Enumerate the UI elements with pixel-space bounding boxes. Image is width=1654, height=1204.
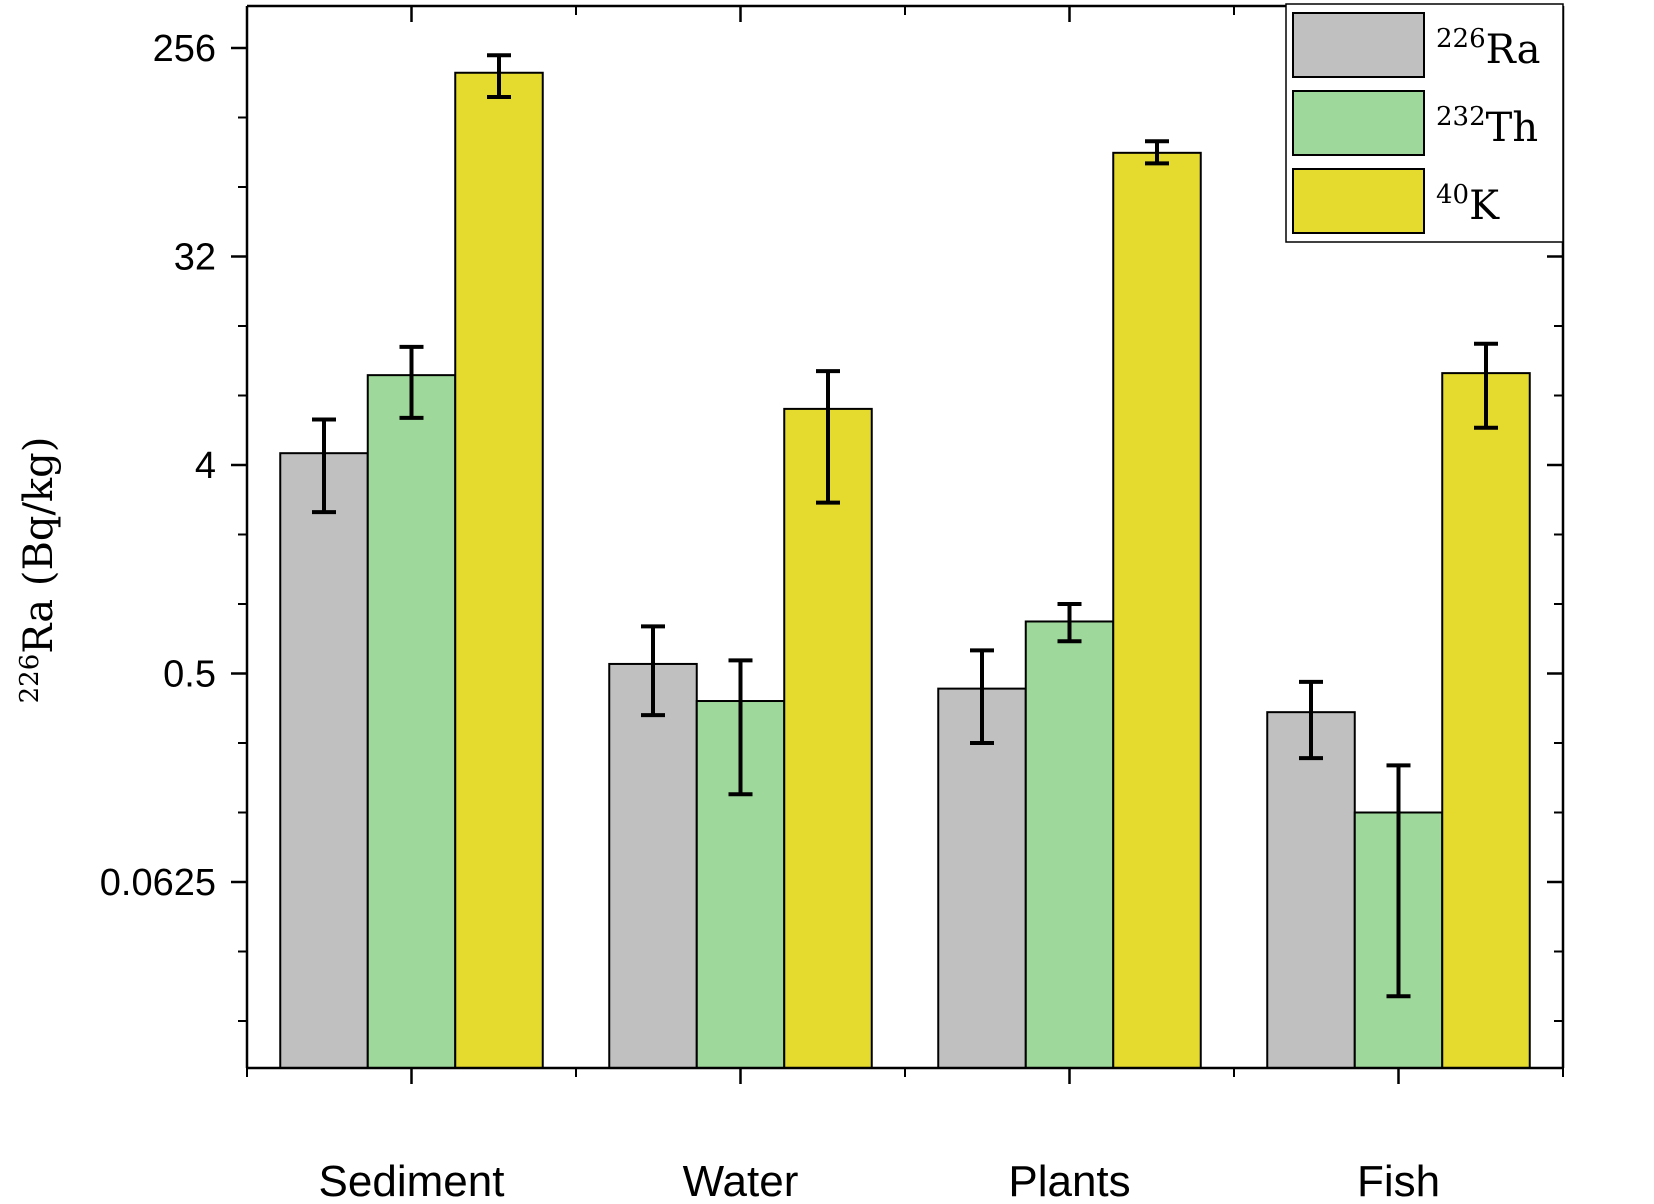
y-axis-label-text: Ra (Bq/kg)	[16, 437, 62, 654]
y-axis-label: 226Ra (Bq/kg)	[15, 437, 62, 704]
legend-label-th232-superscript: 232	[1436, 102, 1486, 132]
legend-label-ra226: 226Ra	[1436, 24, 1541, 73]
y-tick-labels: 256 32 4 0.5 0.0625	[100, 28, 216, 904]
bar-sediment-th232	[366, 374, 457, 1069]
y-axis-label-superscript: 226	[15, 654, 45, 704]
legend-label-ra226-superscript: 226	[1436, 24, 1486, 54]
x-tick-labels: Sediment Water Plants Fish	[319, 1157, 1441, 1204]
x-tick-label-sediment: Sediment	[319, 1157, 505, 1204]
bar-fish-ra226	[1266, 711, 1356, 1069]
x-tick-label-water: Water	[683, 1157, 799, 1204]
bar-plants-ra226	[937, 687, 1027, 1069]
bar-sediment-k40	[454, 71, 544, 1069]
bar-fish-k40	[1441, 372, 1531, 1070]
legend-label-ra226-name: Ra	[1486, 27, 1541, 73]
legend-swatch-k40	[1292, 168, 1425, 234]
y-tick-label: 256	[153, 28, 216, 70]
y-tick-label: 32	[174, 237, 216, 279]
x-tick-label-plants: Plants	[1008, 1157, 1130, 1204]
error-bars-layer	[312, 53, 1498, 999]
legend-swatch-th232	[1292, 90, 1425, 156]
legend-label-k40-name: K	[1469, 183, 1500, 229]
bar-plants-th232	[1024, 620, 1115, 1069]
y-tick-label: 4	[195, 445, 216, 487]
bar-sediment-ra226	[279, 452, 369, 1070]
legend-label-th232: 232Th	[1436, 102, 1538, 151]
bar-water-ra226	[608, 662, 698, 1069]
legend-label-k40: 40K	[1436, 180, 1500, 229]
bar-water-k40	[783, 407, 873, 1069]
x-tick-label-fish: Fish	[1357, 1157, 1440, 1204]
bar-plants-k40	[1112, 151, 1202, 1069]
y-tick-label: 0.0625	[100, 862, 216, 904]
legend-label-th232-name: Th	[1486, 105, 1538, 151]
y-tick-label: 0.5	[163, 654, 216, 696]
legend-label-k40-superscript: 40	[1436, 180, 1469, 210]
legend-swatch-ra226	[1292, 12, 1425, 78]
